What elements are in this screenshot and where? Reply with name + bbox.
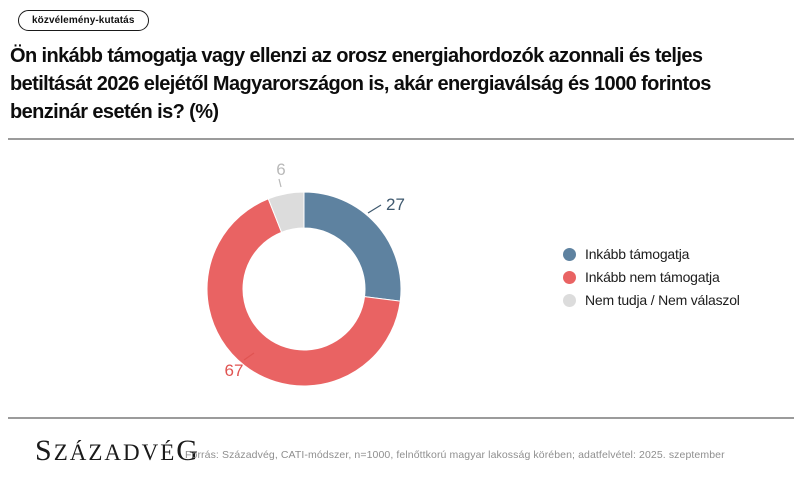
donut-slice-0	[303, 191, 402, 302]
legend-label-support: Inkább támogatja	[585, 246, 690, 262]
topic-tag-badge[interactable]: közvélemény-kutatás	[18, 10, 149, 31]
szazadveg-logo: SZÁZADVÉG	[35, 434, 200, 468]
legend-item-support: Inkább támogatja	[563, 244, 740, 264]
slice-value-support: 27	[386, 195, 405, 214]
title-line-3: benzinár esetén is? (%)	[10, 101, 219, 123]
legend-swatch-support-icon	[563, 247, 576, 261]
legend-label-dontknow: Nem tudja / Nem válaszol	[585, 292, 740, 308]
slice-value-dontknow: 6	[276, 160, 285, 179]
donut-chart: 27 67 6	[206, 160, 405, 387]
logo-letters: G	[176, 434, 200, 467]
legend-swatch-oppose-icon	[563, 270, 576, 284]
footer-divider	[8, 417, 794, 419]
donut-slices	[206, 191, 402, 387]
donut-chart-area: 27 67 6	[190, 155, 420, 395]
legend-swatch-dontknow-icon	[563, 293, 576, 307]
chart-legend: Inkább támogatja Inkább nem támogatja Ne…	[563, 244, 740, 313]
title-line-2: betiltását 2026 elejétől Magyarországon …	[10, 73, 711, 95]
logo-letters: S	[35, 434, 54, 467]
slice-value-oppose: 67	[225, 361, 244, 380]
leader-line-dontknow	[278, 178, 282, 188]
legend-label-oppose: Inkább nem támogatja	[585, 269, 720, 285]
title-divider	[8, 138, 794, 140]
page-title: Ön inkább támogatja vagy ellenzi az oros…	[10, 42, 796, 126]
legend-item-dontknow: Nem tudja / Nem válaszol	[563, 290, 740, 310]
title-line-1: Ön inkább támogatja vagy ellenzi az oros…	[10, 45, 703, 67]
source-note: Forrás: Századvég, CATI-módszer, n=1000,…	[185, 449, 725, 461]
leader-line-oppose	[243, 352, 255, 361]
donut-slice-2	[267, 191, 305, 233]
leader-line-support	[367, 204, 382, 214]
donut-slice-1	[206, 198, 401, 387]
legend-item-oppose: Inkább nem támogatja	[563, 267, 740, 287]
logo-letters: ZÁZADVÉ	[53, 440, 177, 465]
